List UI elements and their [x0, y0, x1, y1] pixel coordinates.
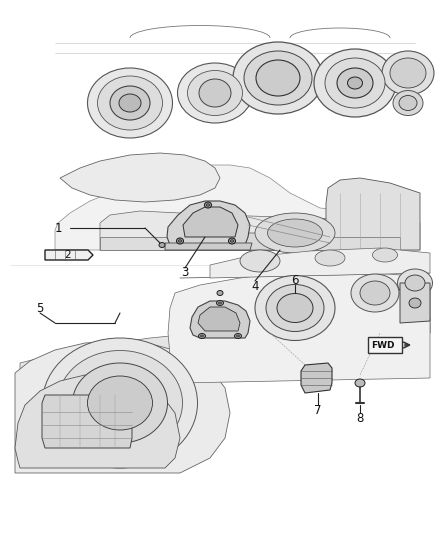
Polygon shape	[165, 243, 252, 250]
Polygon shape	[20, 318, 430, 413]
Ellipse shape	[177, 238, 184, 244]
Ellipse shape	[268, 219, 322, 247]
Text: 4: 4	[251, 279, 259, 293]
Polygon shape	[210, 248, 430, 278]
Ellipse shape	[255, 276, 335, 341]
Ellipse shape	[234, 334, 241, 338]
Polygon shape	[15, 341, 230, 473]
Polygon shape	[167, 201, 250, 245]
Polygon shape	[15, 375, 180, 468]
Ellipse shape	[237, 335, 240, 337]
Polygon shape	[45, 250, 93, 260]
Polygon shape	[368, 337, 402, 353]
Polygon shape	[326, 178, 420, 250]
Text: FWD: FWD	[371, 341, 395, 350]
Ellipse shape	[216, 301, 223, 305]
Ellipse shape	[229, 238, 236, 244]
Polygon shape	[60, 153, 220, 202]
Polygon shape	[100, 211, 400, 250]
Ellipse shape	[325, 58, 385, 108]
Ellipse shape	[206, 204, 209, 206]
Polygon shape	[100, 237, 400, 250]
Ellipse shape	[159, 243, 165, 247]
Ellipse shape	[230, 240, 233, 243]
Ellipse shape	[217, 290, 223, 295]
Text: 5: 5	[36, 302, 44, 314]
Polygon shape	[183, 207, 238, 237]
Ellipse shape	[399, 95, 417, 110]
Ellipse shape	[337, 68, 373, 98]
Ellipse shape	[314, 49, 396, 117]
Polygon shape	[55, 165, 420, 250]
Ellipse shape	[42, 338, 198, 468]
Ellipse shape	[351, 274, 399, 312]
Ellipse shape	[372, 248, 398, 262]
Ellipse shape	[88, 68, 173, 138]
Ellipse shape	[73, 363, 167, 443]
Ellipse shape	[187, 70, 243, 116]
Ellipse shape	[198, 334, 205, 338]
Ellipse shape	[244, 51, 312, 105]
Ellipse shape	[255, 213, 335, 253]
Ellipse shape	[409, 298, 421, 308]
Polygon shape	[400, 283, 430, 323]
Ellipse shape	[199, 79, 231, 107]
Text: 8: 8	[356, 411, 364, 424]
Ellipse shape	[405, 275, 425, 291]
Ellipse shape	[177, 63, 252, 123]
Ellipse shape	[390, 58, 426, 88]
Polygon shape	[301, 363, 332, 393]
Text: 1: 1	[54, 222, 62, 235]
Ellipse shape	[240, 250, 280, 272]
Polygon shape	[190, 301, 250, 338]
Ellipse shape	[88, 376, 152, 430]
Polygon shape	[198, 307, 240, 331]
Ellipse shape	[347, 77, 363, 89]
Ellipse shape	[393, 91, 423, 116]
Text: 2: 2	[65, 250, 71, 260]
Polygon shape	[20, 323, 430, 413]
Ellipse shape	[382, 51, 434, 95]
Text: 3: 3	[181, 266, 189, 279]
Ellipse shape	[315, 250, 345, 266]
Ellipse shape	[57, 351, 183, 456]
Ellipse shape	[277, 294, 313, 322]
Ellipse shape	[98, 76, 162, 130]
Ellipse shape	[219, 302, 222, 304]
Polygon shape	[168, 271, 430, 383]
Ellipse shape	[205, 202, 212, 208]
Ellipse shape	[266, 285, 324, 332]
Polygon shape	[42, 395, 132, 448]
Ellipse shape	[110, 86, 150, 120]
Ellipse shape	[256, 60, 300, 96]
Ellipse shape	[119, 94, 141, 112]
Text: 7: 7	[314, 403, 322, 416]
Ellipse shape	[233, 42, 323, 114]
Ellipse shape	[201, 335, 204, 337]
Ellipse shape	[360, 281, 390, 305]
Ellipse shape	[355, 379, 365, 387]
Polygon shape	[195, 233, 315, 250]
Ellipse shape	[179, 240, 181, 243]
Ellipse shape	[398, 269, 432, 297]
Text: 6: 6	[291, 274, 299, 287]
